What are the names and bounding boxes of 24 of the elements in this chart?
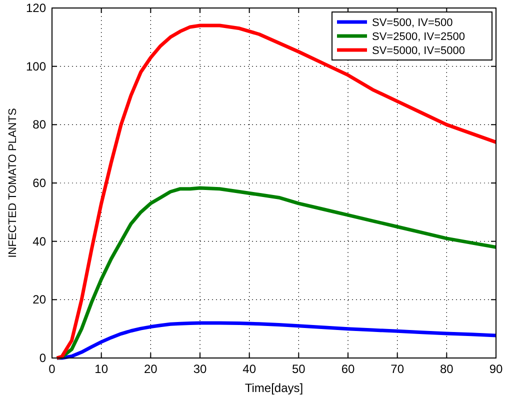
y-tick-label: 80 xyxy=(32,118,46,132)
x-tick-label: 90 xyxy=(489,362,503,376)
line-series xyxy=(55,321,498,360)
x-tick-label: 20 xyxy=(144,362,158,376)
x-tick-label: 40 xyxy=(242,362,256,376)
legend-label: SV=5000, IV=5000 xyxy=(372,45,465,57)
x-tick-label: 60 xyxy=(341,362,355,376)
legend-label: SV=2500, IV=2500 xyxy=(372,31,465,43)
x-tick-label: 0 xyxy=(48,362,56,376)
x-tick-label: 10 xyxy=(94,362,108,376)
y-tick-label: 120 xyxy=(26,1,46,15)
y-tick-label: 20 xyxy=(32,292,46,307)
y-tick-label: 40 xyxy=(32,234,46,248)
y-axis-title: INFECTED TOMATO PLANTS xyxy=(7,108,19,258)
x-tick-label: 70 xyxy=(390,362,404,376)
line-series xyxy=(55,186,498,360)
y-tick-label: 100 xyxy=(26,59,46,74)
x-axis-title: Time[days] xyxy=(244,381,304,395)
legend-label: SV=500, IV=500 xyxy=(372,17,453,29)
x-tick-label: 30 xyxy=(193,362,207,376)
x-tick-label: 80 xyxy=(440,362,454,376)
y-tick-label: 0 xyxy=(39,351,46,365)
y-tick-label: 60 xyxy=(32,176,46,190)
x-tick-label: 50 xyxy=(292,362,306,376)
